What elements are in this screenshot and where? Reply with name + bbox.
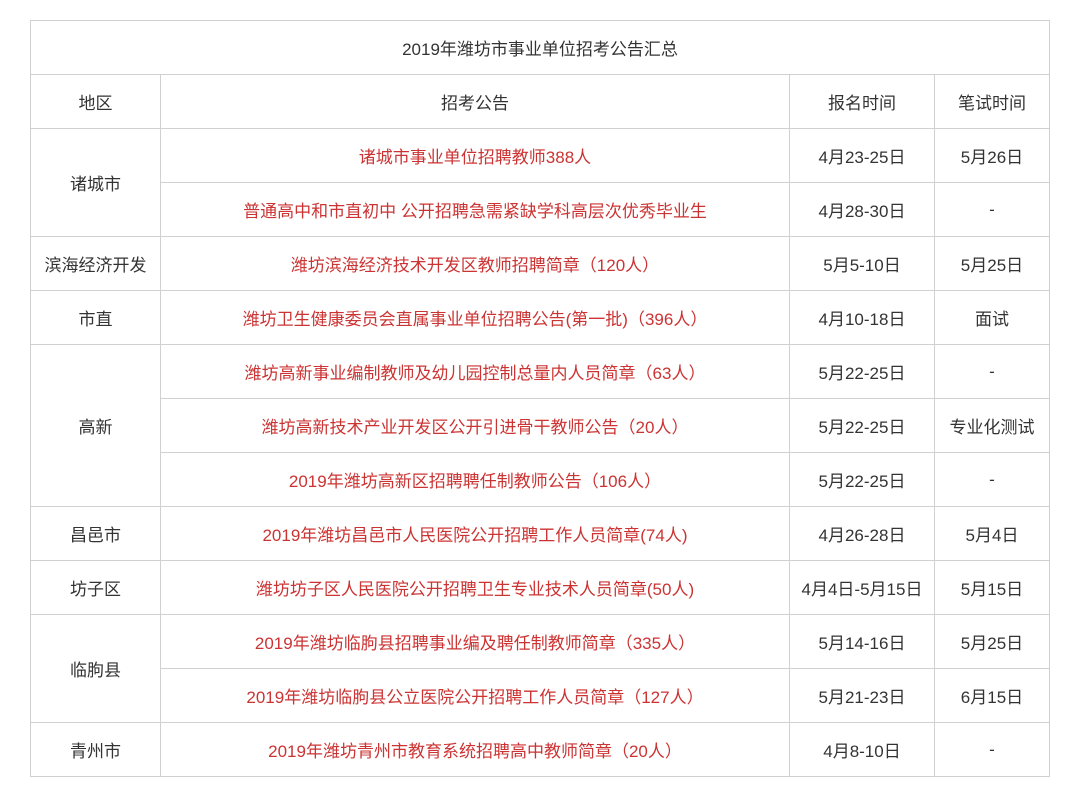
examtime-cell: 专业化测试 xyxy=(934,399,1049,453)
region-cell: 滨海经济开发 xyxy=(31,237,161,291)
table-row: 昌邑市2019年潍坊昌邑市人民医院公开招聘工作人员简章(74人)4月26-28日… xyxy=(31,507,1050,561)
table-row: 青州市2019年潍坊青州市教育系统招聘高中教师简章（20人）4月8-10日- xyxy=(31,723,1050,777)
regtime-cell: 4月10-18日 xyxy=(789,291,934,345)
table-row: 2019年潍坊临朐县公立医院公开招聘工作人员简章（127人）5月21-23日6月… xyxy=(31,669,1050,723)
region-cell: 昌邑市 xyxy=(31,507,161,561)
regtime-cell: 4月26-28日 xyxy=(789,507,934,561)
header-announcement: 招考公告 xyxy=(161,75,790,129)
table-row: 2019年潍坊高新区招聘聘任制教师公告（106人）5月22-25日- xyxy=(31,453,1050,507)
table-title: 2019年潍坊市事业单位招考公告汇总 xyxy=(31,21,1050,75)
region-cell: 青州市 xyxy=(31,723,161,777)
table-body: 2019年潍坊市事业单位招考公告汇总 地区 招考公告 报名时间 笔试时间 诸城市… xyxy=(31,21,1050,777)
announcement-cell[interactable]: 普通高中和市直初中 公开招聘急需紧缺学科高层次优秀毕业生 xyxy=(161,183,790,237)
regtime-cell: 5月22-25日 xyxy=(789,453,934,507)
announcement-cell[interactable]: 2019年潍坊临朐县公立医院公开招聘工作人员简章（127人） xyxy=(161,669,790,723)
examtime-cell: 5月15日 xyxy=(934,561,1049,615)
header-region: 地区 xyxy=(31,75,161,129)
region-cell: 坊子区 xyxy=(31,561,161,615)
regtime-cell: 5月14-16日 xyxy=(789,615,934,669)
examtime-cell: 5月26日 xyxy=(934,129,1049,183)
examtime-cell: 5月4日 xyxy=(934,507,1049,561)
examtime-cell: 5月25日 xyxy=(934,237,1049,291)
table-row: 滨海经济开发潍坊滨海经济技术开发区教师招聘简章（120人）5月5-10日5月25… xyxy=(31,237,1050,291)
regtime-cell: 5月21-23日 xyxy=(789,669,934,723)
announcement-cell[interactable]: 2019年潍坊临朐县招聘事业编及聘任制教师简章（335人） xyxy=(161,615,790,669)
regtime-cell: 4月28-30日 xyxy=(789,183,934,237)
announcement-cell[interactable]: 潍坊卫生健康委员会直属事业单位招聘公告(第一批)（396人） xyxy=(161,291,790,345)
title-row: 2019年潍坊市事业单位招考公告汇总 xyxy=(31,21,1050,75)
table-row: 高新潍坊高新事业编制教师及幼儿园控制总量内人员简章（63人）5月22-25日- xyxy=(31,345,1050,399)
header-examtime: 笔试时间 xyxy=(934,75,1049,129)
regtime-cell: 4月23-25日 xyxy=(789,129,934,183)
announcement-cell[interactable]: 诸城市事业单位招聘教师388人 xyxy=(161,129,790,183)
regtime-cell: 5月22-25日 xyxy=(789,399,934,453)
header-row: 地区 招考公告 报名时间 笔试时间 xyxy=(31,75,1050,129)
announcement-cell[interactable]: 潍坊滨海经济技术开发区教师招聘简章（120人） xyxy=(161,237,790,291)
examtime-cell: - xyxy=(934,453,1049,507)
announcement-cell[interactable]: 2019年潍坊青州市教育系统招聘高中教师简章（20人） xyxy=(161,723,790,777)
header-regtime: 报名时间 xyxy=(789,75,934,129)
examtime-cell: 6月15日 xyxy=(934,669,1049,723)
examtime-cell: 5月25日 xyxy=(934,615,1049,669)
region-cell: 临朐县 xyxy=(31,615,161,723)
table-row: 市直潍坊卫生健康委员会直属事业单位招聘公告(第一批)（396人）4月10-18日… xyxy=(31,291,1050,345)
table-row: 临朐县2019年潍坊临朐县招聘事业编及聘任制教师简章（335人）5月14-16日… xyxy=(31,615,1050,669)
region-cell: 市直 xyxy=(31,291,161,345)
regtime-cell: 5月5-10日 xyxy=(789,237,934,291)
announcement-cell[interactable]: 潍坊高新事业编制教师及幼儿园控制总量内人员简章（63人） xyxy=(161,345,790,399)
regtime-cell: 4月4日-5月15日 xyxy=(789,561,934,615)
table-row: 坊子区潍坊坊子区人民医院公开招聘卫生专业技术人员简章(50人)4月4日-5月15… xyxy=(31,561,1050,615)
region-cell: 高新 xyxy=(31,345,161,507)
examtime-cell: - xyxy=(934,183,1049,237)
table-row: 普通高中和市直初中 公开招聘急需紧缺学科高层次优秀毕业生4月28-30日- xyxy=(31,183,1050,237)
regtime-cell: 5月22-25日 xyxy=(789,345,934,399)
region-cell: 诸城市 xyxy=(31,129,161,237)
examtime-cell: - xyxy=(934,345,1049,399)
announcement-cell[interactable]: 2019年潍坊昌邑市人民医院公开招聘工作人员简章(74人) xyxy=(161,507,790,561)
table-row: 诸城市诸城市事业单位招聘教师388人4月23-25日5月26日 xyxy=(31,129,1050,183)
table-row: 潍坊高新技术产业开发区公开引进骨干教师公告（20人）5月22-25日专业化测试 xyxy=(31,399,1050,453)
examtime-cell: 面试 xyxy=(934,291,1049,345)
announcement-cell[interactable]: 潍坊高新技术产业开发区公开引进骨干教师公告（20人） xyxy=(161,399,790,453)
recruitment-table: 2019年潍坊市事业单位招考公告汇总 地区 招考公告 报名时间 笔试时间 诸城市… xyxy=(30,20,1050,777)
regtime-cell: 4月8-10日 xyxy=(789,723,934,777)
examtime-cell: - xyxy=(934,723,1049,777)
announcement-cell[interactable]: 潍坊坊子区人民医院公开招聘卫生专业技术人员简章(50人) xyxy=(161,561,790,615)
announcement-cell[interactable]: 2019年潍坊高新区招聘聘任制教师公告（106人） xyxy=(161,453,790,507)
